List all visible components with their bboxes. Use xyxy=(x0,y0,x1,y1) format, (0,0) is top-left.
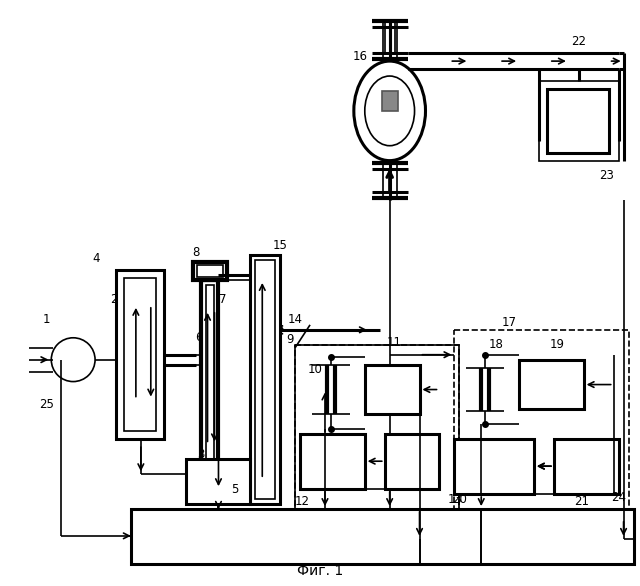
Text: 25: 25 xyxy=(39,398,54,411)
Text: 24: 24 xyxy=(611,490,626,503)
Text: 17: 17 xyxy=(502,316,516,329)
Bar xyxy=(295,345,460,509)
Bar xyxy=(295,345,460,509)
Text: 22: 22 xyxy=(572,35,586,47)
Text: 20: 20 xyxy=(452,492,467,506)
Text: 12: 12 xyxy=(294,495,310,507)
Text: 8: 8 xyxy=(192,246,199,258)
Bar xyxy=(205,285,214,474)
Bar xyxy=(131,509,634,564)
Text: 15: 15 xyxy=(273,239,287,252)
Bar xyxy=(365,364,420,414)
Bar xyxy=(385,434,440,489)
Text: Фиг. 1: Фиг. 1 xyxy=(297,564,343,578)
Bar xyxy=(381,91,397,111)
Bar xyxy=(250,255,280,504)
Text: 4: 4 xyxy=(92,251,100,265)
Text: 23: 23 xyxy=(599,169,614,182)
Bar xyxy=(300,434,365,489)
Bar xyxy=(124,278,156,431)
Text: 19: 19 xyxy=(549,338,564,351)
Bar xyxy=(186,459,250,504)
Bar xyxy=(196,265,223,277)
Bar xyxy=(116,270,164,440)
Text: 18: 18 xyxy=(489,338,504,351)
Bar xyxy=(200,280,218,479)
Text: 6: 6 xyxy=(195,331,202,345)
Bar xyxy=(454,440,534,494)
Text: 13: 13 xyxy=(448,492,463,506)
Text: 7: 7 xyxy=(219,294,226,306)
Bar xyxy=(454,330,628,524)
Text: 11: 11 xyxy=(387,336,402,349)
Bar xyxy=(539,81,619,161)
Text: 3: 3 xyxy=(197,448,204,461)
Text: 9: 9 xyxy=(286,333,294,346)
Bar xyxy=(193,262,227,280)
Text: 2: 2 xyxy=(110,294,118,306)
Bar xyxy=(547,89,609,153)
Text: 5: 5 xyxy=(231,482,238,496)
Text: 21: 21 xyxy=(574,495,589,507)
Bar xyxy=(519,360,584,410)
Bar xyxy=(554,440,619,494)
Text: 14: 14 xyxy=(287,314,303,326)
Text: 10: 10 xyxy=(308,363,323,376)
Bar xyxy=(255,260,275,499)
Text: 1: 1 xyxy=(42,314,50,326)
Text: 16: 16 xyxy=(352,50,367,63)
